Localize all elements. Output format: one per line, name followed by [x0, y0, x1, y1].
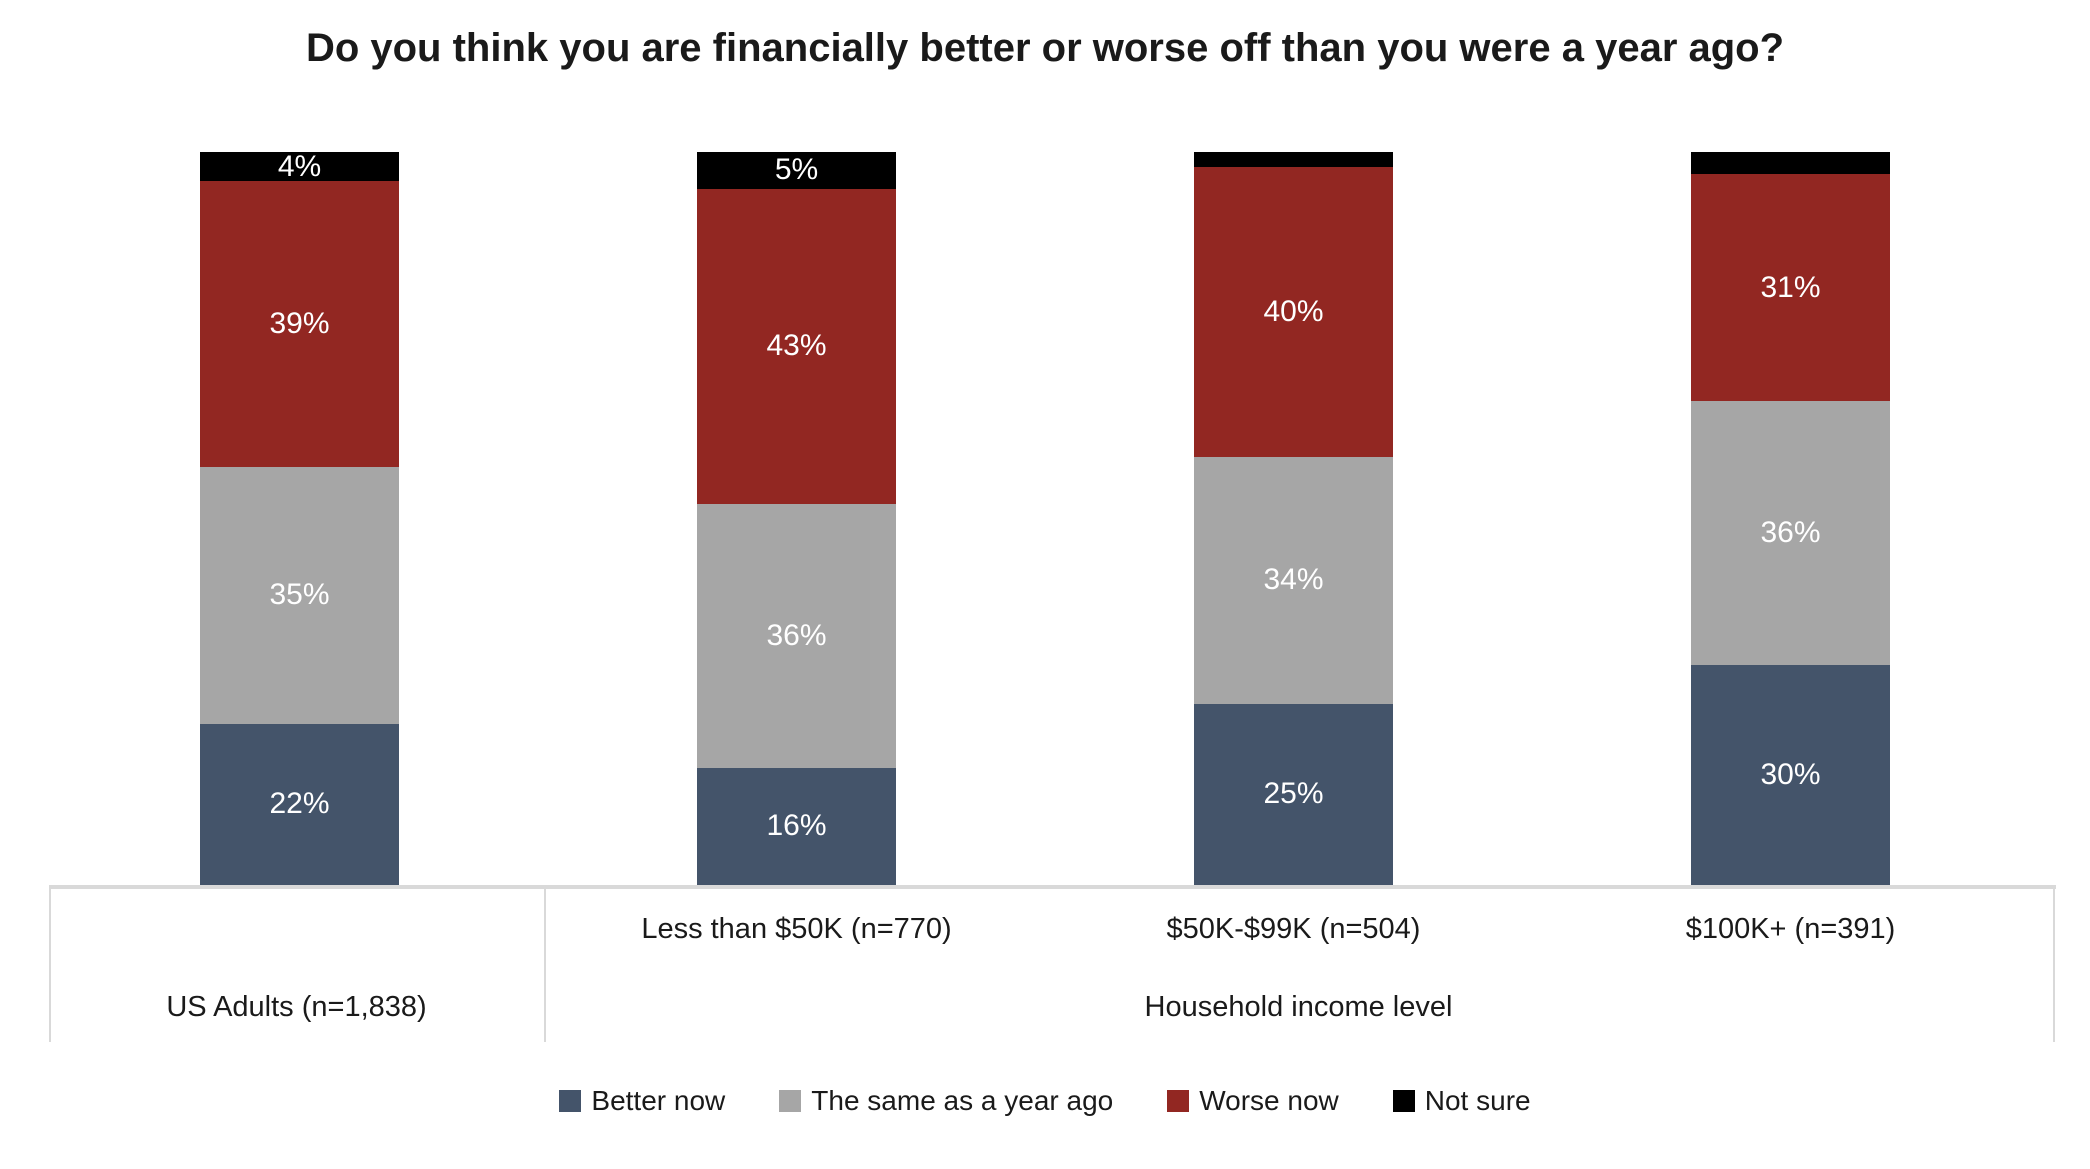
data-label: 35% — [269, 578, 330, 612]
bar-segment-not_sure: 4% — [200, 149, 399, 183]
data-label: 34% — [1263, 563, 1324, 597]
data-label: 36% — [766, 618, 827, 652]
legend-label: Worse now — [1199, 1085, 1339, 1116]
bar-segment-same: 36% — [1691, 401, 1890, 666]
bar-segment-not_sure: 5% — [697, 152, 896, 189]
legend-label: The same as a year ago — [811, 1085, 1114, 1116]
data-label: 16% — [766, 809, 827, 843]
axis-group-divider — [2053, 889, 2055, 1042]
bar-segment-not_sure — [1194, 152, 1393, 167]
bar-segment-better: 22% — [200, 723, 399, 885]
legend-swatch-icon — [559, 1090, 582, 1112]
data-label: 43% — [766, 329, 827, 363]
legend: Better now The same as a year ago Worse no… — [0, 1085, 2090, 1117]
bar-segment-better: 25% — [1194, 703, 1393, 885]
category-axis-line — [49, 885, 2056, 889]
data-label: 31% — [1760, 270, 1821, 304]
bar-segment-better: 16% — [697, 767, 896, 885]
data-label: 22% — [269, 787, 330, 821]
bar-segment-same: 36% — [697, 503, 896, 768]
bar-segment-worse: 40% — [1194, 166, 1393, 457]
bar-2: 16% 36% 43% 5% — [697, 152, 896, 885]
bar-segment-worse: 39% — [200, 181, 399, 468]
bar-segment-worse: 31% — [1691, 174, 1890, 402]
bar-segment-same: 34% — [1194, 456, 1393, 704]
chart-title: Do you think you are financially better … — [305, 26, 1785, 70]
bar-4: 30% 36% 31% — [1691, 152, 1890, 885]
bar-segment-better: 30% — [1691, 665, 1890, 885]
data-label: 4% — [277, 149, 322, 183]
axis-group-divider — [49, 889, 51, 1042]
data-label: 5% — [774, 153, 819, 187]
category-axis-row1-label: $100K+ (n=391) — [1685, 913, 1896, 945]
category-axis-row1-label: $50K-$99K (n=504) — [1166, 913, 1421, 945]
legend-swatch-icon — [1392, 1090, 1415, 1112]
bar-segment-same: 35% — [200, 467, 399, 724]
legend-item: Not sure — [1392, 1085, 1531, 1117]
data-label: 40% — [1263, 294, 1324, 328]
data-label: 30% — [1760, 758, 1821, 792]
category-axis-row1-label: Less than $50K (n=770) — [641, 913, 952, 945]
legend-label: Not sure — [1424, 1085, 1531, 1116]
legend-item: Better now — [559, 1085, 725, 1117]
bar-segment-not_sure — [1691, 152, 1890, 175]
legend-item: Worse now — [1167, 1085, 1339, 1117]
bar-1: 22% 35% 39% 4% — [200, 149, 399, 885]
axis-group-divider — [544, 889, 546, 1042]
legend-item: The same as a year ago — [779, 1085, 1113, 1117]
data-label: 39% — [269, 307, 330, 341]
category-axis-group-label: US Adults (n=1,838) — [166, 991, 427, 1023]
data-label: 25% — [1263, 777, 1324, 811]
legend-label: Better now — [591, 1085, 726, 1116]
legend-swatch-icon — [1167, 1090, 1190, 1112]
legend-swatch-icon — [779, 1090, 802, 1112]
category-axis-group-label: Household income level — [1144, 991, 1453, 1023]
bar-segment-worse: 43% — [697, 188, 896, 504]
bar-3: 25% 34% 40% — [1194, 152, 1393, 885]
data-label: 36% — [1760, 516, 1821, 550]
